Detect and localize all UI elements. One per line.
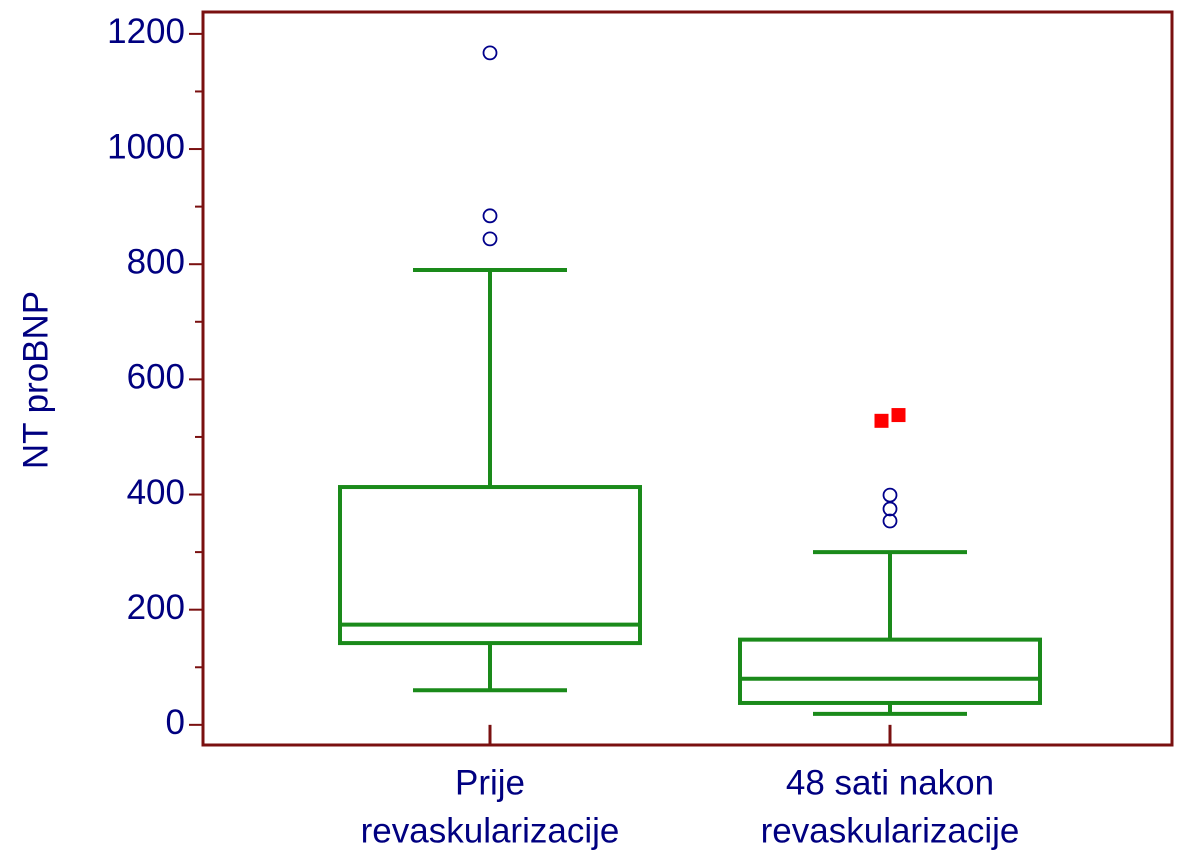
y-tick-label: 1200 bbox=[107, 12, 185, 51]
outlier bbox=[882, 487, 898, 503]
x-tick-label: revaskularizacije bbox=[361, 811, 620, 850]
x-tick-label: 48 sati nakon bbox=[786, 763, 994, 802]
y-tick-label: 400 bbox=[127, 473, 185, 512]
box bbox=[338, 485, 642, 646]
y-tick-label: 800 bbox=[127, 242, 185, 281]
y-axis-label: NT proBNP bbox=[16, 291, 55, 469]
y-tick-label: 600 bbox=[127, 358, 185, 397]
far-outlier bbox=[891, 408, 906, 423]
y-tick-label: 0 bbox=[166, 703, 185, 742]
outlier bbox=[882, 501, 898, 517]
outlier bbox=[482, 45, 498, 61]
outlier bbox=[482, 208, 498, 224]
far-outlier bbox=[874, 413, 889, 428]
y-tick-label: 1000 bbox=[107, 127, 185, 166]
y-tick-label: 200 bbox=[127, 588, 185, 627]
outlier bbox=[882, 513, 898, 529]
x-tick-label: revaskularizacije bbox=[761, 811, 1020, 850]
plot-frame bbox=[201, 10, 1174, 747]
outlier bbox=[482, 231, 498, 247]
box bbox=[738, 637, 1042, 705]
x-tick-label: Prije bbox=[455, 763, 525, 802]
